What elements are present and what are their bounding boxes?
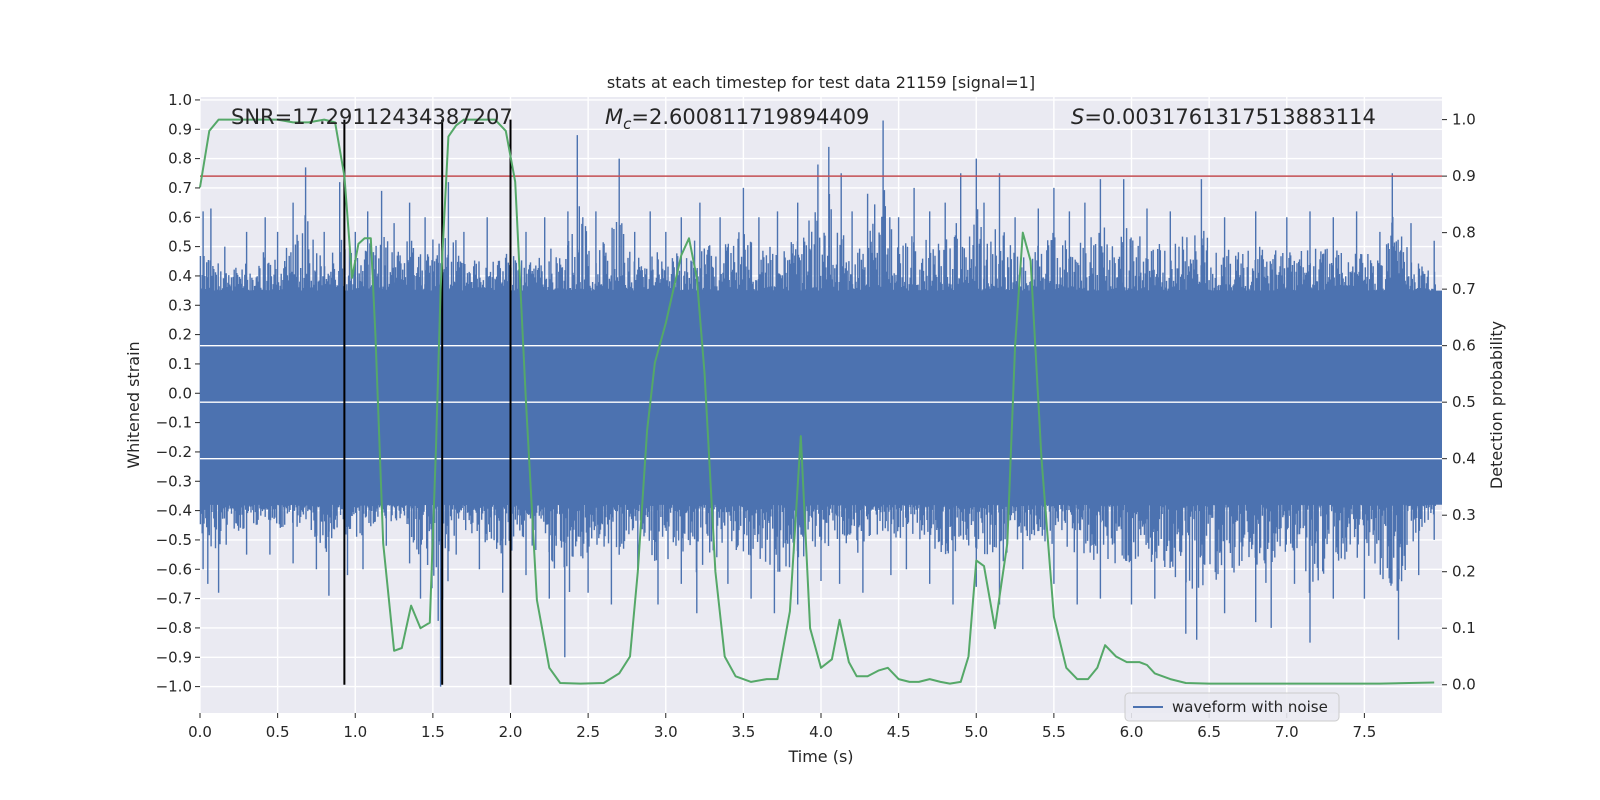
x-tick-label: 2.5 (576, 723, 600, 741)
legend-label: waveform with noise (1172, 698, 1328, 716)
y-left-tick-label: −0.6 (156, 560, 192, 578)
y-right-tick-label: 0.0 (1452, 676, 1476, 694)
y-left-tick-label: 0.7 (168, 179, 192, 197)
x-tick-label: 0.5 (266, 723, 290, 741)
y-left-tick-label: 0.3 (168, 296, 192, 314)
x-tick-label: 0.0 (188, 723, 212, 741)
x-tick-label: 3.5 (731, 723, 755, 741)
x-tick-label: 5.0 (964, 723, 988, 741)
y-left-tick-label: −0.3 (156, 472, 192, 490)
y-right-tick-label: 0.8 (1452, 224, 1476, 242)
y-left-tick-label: −0.8 (156, 619, 192, 637)
y-right-tick-label: 0.4 (1452, 450, 1476, 468)
x-axis-label: Time (s) (787, 747, 853, 766)
y-left-tick-label: −1.0 (156, 678, 192, 696)
y-left-tick-label: −0.7 (156, 590, 192, 608)
y-left-tick-label: 0.0 (168, 384, 192, 402)
y-right-tick-label: 0.6 (1452, 337, 1476, 355)
x-tick-label: 4.5 (887, 723, 911, 741)
y-right-tick-label: 0.3 (1452, 506, 1476, 524)
y-left-tick-label: 1.0 (168, 91, 192, 109)
mc-annotation: Mc=2.600811719894409 (605, 105, 869, 133)
y-right-tick-label: 0.9 (1452, 167, 1476, 185)
legend-box (1124, 692, 1340, 722)
y-right-tick-label: 0.2 (1452, 563, 1476, 581)
y-left-tick-label: 0.8 (168, 150, 192, 168)
x-tick-label: 1.0 (343, 723, 367, 741)
y-left-tick-label: 0.2 (168, 326, 192, 344)
y-left-tick-label: −0.5 (156, 531, 192, 549)
x-tick-label: 5.5 (1042, 723, 1066, 741)
y-right-tick-label: 0.1 (1452, 619, 1476, 637)
y-left-tick-label: 0.4 (168, 267, 192, 285)
y-left-tick-label: −0.2 (156, 443, 192, 461)
y-right-tick-label: 0.7 (1452, 280, 1476, 298)
y-left-tick-label: 0.1 (168, 355, 192, 373)
probability-line (199, 118, 1435, 685)
y-left-tick-label: −0.9 (156, 648, 192, 666)
x-tick-label: 3.0 (654, 723, 678, 741)
x-tick-label: 2.0 (499, 723, 523, 741)
snr-annotation: SNR=17.29112434387207 (231, 105, 513, 129)
y-left-tick-label: 0.5 (168, 238, 192, 256)
s-annotation: S=0.0031761317513883114 (1071, 105, 1376, 129)
y-left-tick-label: −0.4 (156, 502, 192, 520)
x-tick-label: 7.0 (1275, 723, 1299, 741)
y-right-tick-label: 0.5 (1452, 393, 1476, 411)
y-left-axis-label: Whitened strain (124, 341, 143, 468)
y-right-axis-label: Detection probability (1487, 321, 1506, 489)
y-left-tick-label: 0.9 (168, 120, 192, 138)
chart-title: stats at each timestep for test data 211… (607, 73, 1035, 92)
y-right-tick-label: 1.0 (1452, 111, 1476, 129)
x-tick-label: 7.5 (1352, 723, 1376, 741)
x-tick-label: 6.0 (1120, 723, 1144, 741)
y-left-tick-label: 0.6 (168, 208, 192, 226)
y-left-tick-label: −0.1 (156, 414, 192, 432)
x-tick-label: 6.5 (1197, 723, 1221, 741)
x-tick-label: 1.5 (421, 723, 445, 741)
x-tick-label: 4.0 (809, 723, 833, 741)
